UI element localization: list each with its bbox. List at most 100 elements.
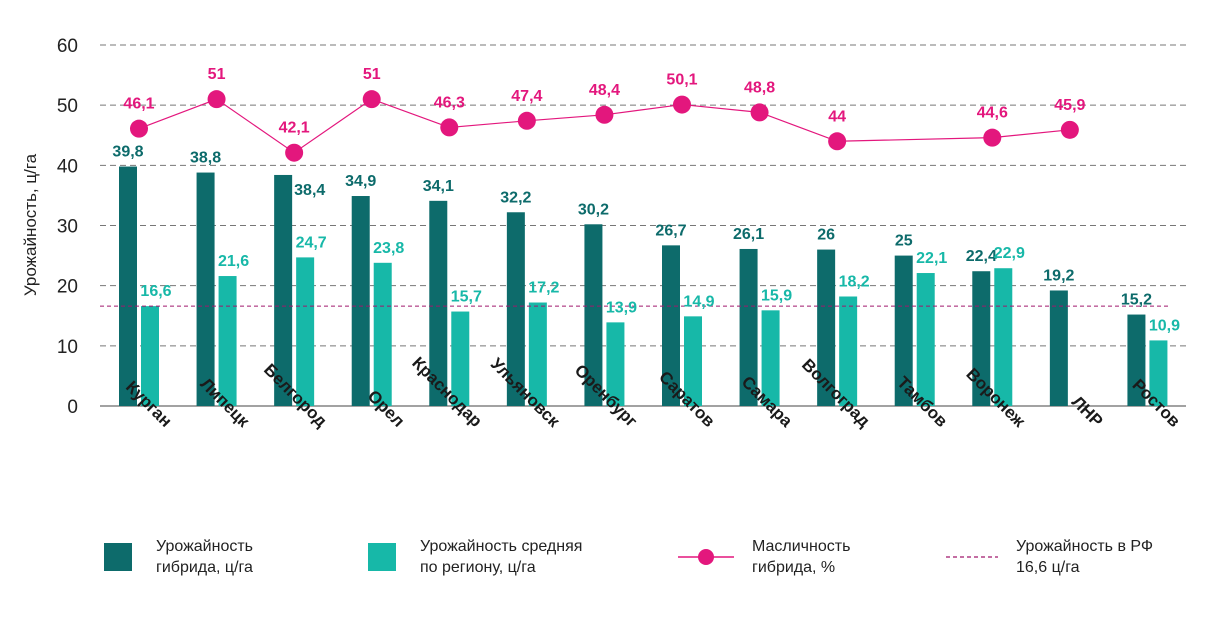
data-label-hybrid: 26,1 [733, 226, 764, 243]
data-label-region: 14,9 [683, 293, 714, 310]
data-label-hybrid: 15,2 [1121, 292, 1152, 309]
x-category-label: Волгоград [798, 355, 874, 431]
oil-point [130, 119, 148, 138]
bar-hybrid [894, 255, 913, 406]
data-label-region: 18,2 [839, 273, 870, 290]
legend-item-rf-yield: Урожайность в РФ 16,6 ц/га [944, 536, 1153, 578]
y-tick-label: 40 [57, 156, 78, 177]
data-label-region: 17,2 [528, 280, 559, 297]
bar-hybrid [351, 196, 370, 406]
data-label-hybrid: 25 [895, 233, 913, 250]
data-label-region: 24,7 [296, 234, 327, 251]
data-label-hybrid: 38,4 [294, 182, 325, 199]
data-label-oil: 44 [828, 108, 846, 125]
bar-region [296, 257, 315, 406]
data-label-hybrid: 34,9 [345, 173, 376, 190]
oil-point [207, 90, 226, 109]
gridlines [100, 44, 1186, 407]
bar-region [839, 296, 858, 406]
y-tick-label: 50 [57, 96, 78, 117]
data-label-oil: 42,1 [279, 120, 310, 137]
data-label-hybrid: 26,7 [655, 222, 686, 239]
bar-hybrid [972, 271, 991, 406]
data-label-hybrid: 19,2 [1043, 267, 1074, 284]
chart: 0 10 20 30 40 50 60 Урожайность, ц/га 39,8 16,6… [21, 36, 1186, 431]
bar-hybrid [119, 166, 137, 406]
oil-content-line [130, 90, 1079, 162]
legend-swatch-hybrid [104, 543, 132, 571]
data-label-oil: 48,8 [744, 79, 775, 96]
bar-region [761, 310, 780, 406]
data-label-region: 23,8 [373, 240, 404, 257]
data-label-region: 22,9 [994, 245, 1025, 262]
legend-label-region: Урожайность средняя по региону, ц/га [420, 538, 583, 576]
y-tick-label: 60 [57, 36, 78, 57]
x-category-label: Ульяновск [487, 354, 564, 431]
data-label-hybrid: 32,2 [500, 189, 531, 206]
bar-region [606, 322, 625, 406]
bars [119, 166, 1168, 406]
y-tick-label: 10 [57, 337, 78, 358]
x-category-label: Оренбург [571, 361, 641, 431]
data-label-oil: 45,9 [1054, 97, 1085, 114]
data-label-oil: 51 [363, 66, 381, 83]
bar-region [451, 311, 470, 406]
bar-hybrid [506, 212, 525, 406]
oil-point [362, 90, 381, 109]
bar-region [141, 306, 159, 406]
bar-hybrid [1049, 290, 1068, 406]
legend-item-hybrid-yield: Урожайность гибрида, ц/га [104, 536, 253, 578]
legend-item-oil-content: Масличность гибрида, % [676, 536, 850, 578]
data-label-oil: 46,3 [434, 94, 465, 111]
data-labels: 39,8 16,6 38,8 21,6 38,4 24,7 34,9 23,8 34,1 15,7… [112, 66, 1180, 334]
x-category-label: Белгород [260, 360, 331, 431]
data-label-hybrid: 22,4 [966, 248, 997, 265]
oil-point [285, 143, 304, 162]
y-axis-label: Урожайность, ц/га [21, 153, 40, 296]
legend-swatch-oil [678, 549, 734, 565]
legend-label-hybrid: Урожайность гибрида, ц/га [156, 538, 253, 576]
legend-label-rf: Урожайность в РФ 16,6 ц/га [1016, 538, 1154, 576]
data-label-hybrid: 26 [817, 227, 835, 244]
bar-region [684, 316, 702, 406]
bar-hybrid [274, 174, 293, 406]
data-label-oil: 48,4 [589, 82, 620, 99]
legend-item-region-yield: Урожайность средняя по региону, ц/га [368, 536, 582, 578]
bar-hybrid [662, 245, 680, 406]
data-label-hybrid: 34,1 [423, 178, 454, 195]
oil-point [983, 128, 1002, 147]
oil-point [1060, 120, 1079, 139]
data-label-region: 22,1 [916, 250, 947, 267]
y-tick-label: 0 [67, 397, 78, 418]
oil-point [750, 103, 769, 122]
legend-swatch-rf [946, 556, 998, 558]
data-label-region: 15,9 [761, 287, 792, 304]
x-category-label: ЛНР [1068, 392, 1107, 431]
y-tick-label: 30 [57, 217, 78, 238]
data-label-region: 13,9 [606, 299, 637, 316]
bar-region [1149, 340, 1168, 406]
bar-hybrid [817, 249, 836, 406]
data-label-region: 10,9 [1149, 317, 1180, 334]
y-tick-label: 20 [57, 277, 78, 298]
bar-region [994, 268, 1013, 406]
oil-point [440, 118, 459, 137]
data-label-region: 15,7 [451, 289, 482, 306]
legend: Урожайность гибрида, ц/га Урожайность ср… [0, 536, 1216, 596]
bar-hybrid [739, 248, 758, 406]
data-label-oil: 46,1 [123, 96, 154, 113]
bar-hybrid [196, 172, 215, 406]
data-label-hybrid: 39,8 [112, 144, 143, 161]
data-label-region: 16,6 [140, 283, 171, 300]
bar-region [528, 302, 547, 406]
y-axis-ticks: 0 10 20 30 40 50 60 [57, 36, 78, 418]
legend-label-oil: Масличность гибрида, % [752, 538, 851, 576]
data-label-hybrid: 30,2 [578, 201, 609, 218]
bar-region [218, 276, 237, 406]
data-label-oil: 47,4 [511, 88, 542, 105]
oil-point [595, 105, 614, 124]
data-label-oil: 44,6 [977, 105, 1008, 122]
oil-point [828, 132, 847, 151]
legend-swatch-region [368, 543, 396, 571]
data-label-oil: 51 [208, 66, 226, 83]
